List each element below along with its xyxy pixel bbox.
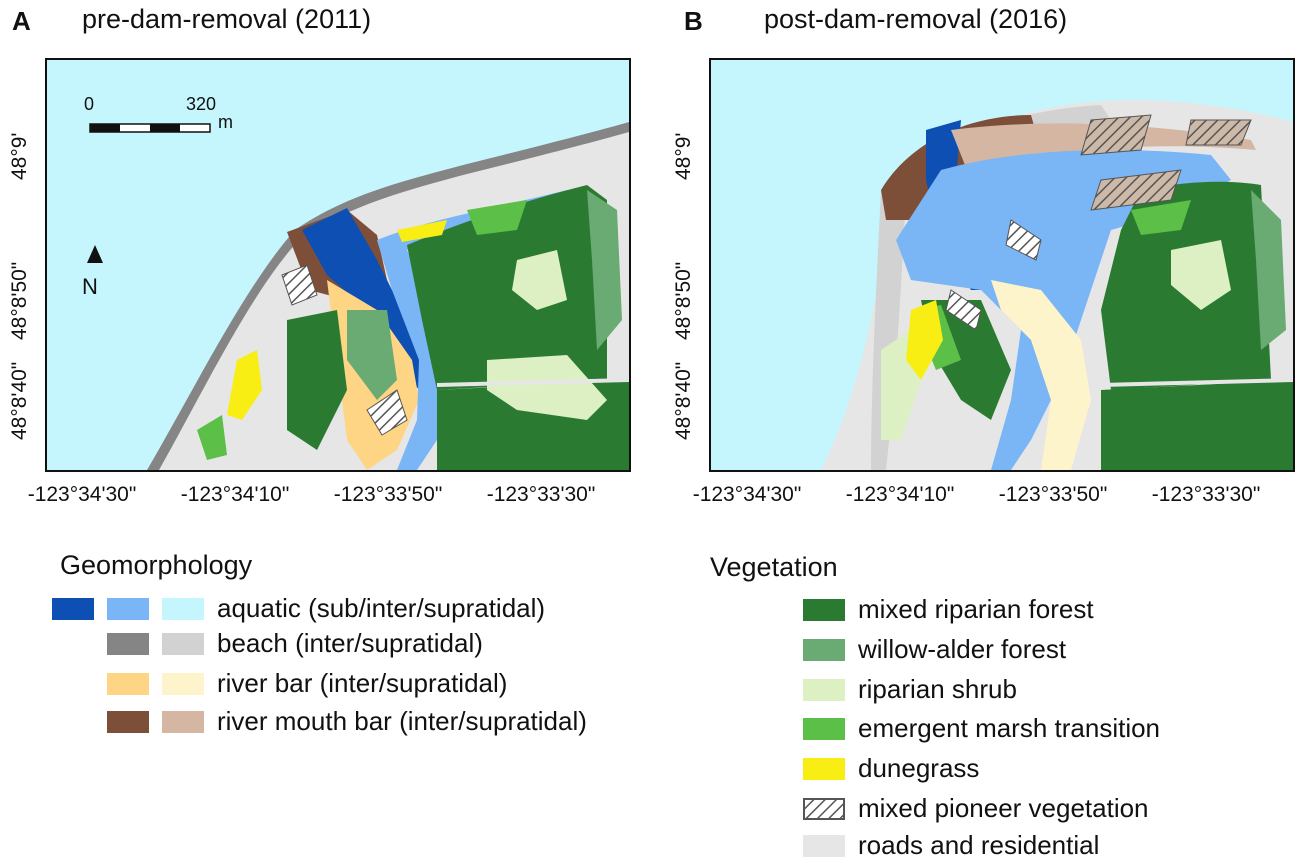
legend-swatch	[162, 597, 204, 620]
legend-veg-row: emergent marsh transition	[803, 713, 1160, 744]
map-a-xtick: -123°33'30"	[486, 483, 596, 506]
panel-a-letter: A	[12, 6, 31, 36]
legend-label: aquatic (sub/inter/supratidal)	[217, 593, 546, 623]
map-b-xtick: -123°34'10"	[845, 483, 955, 506]
north-label: N	[82, 274, 98, 299]
legend-swatch	[803, 598, 845, 621]
scale-start-label: 0	[84, 94, 95, 114]
legend-veg-row: roads and residential	[803, 830, 1099, 861]
panel-a-title: pre-dam-removal (2011)	[82, 4, 372, 34]
legend-label: emergent marsh transition	[858, 713, 1161, 743]
map-b-xtick: -123°33'50"	[998, 483, 1108, 506]
map-a-xtick: -123°34'10"	[180, 483, 290, 506]
legend-swatch	[803, 717, 845, 740]
legend-veg-row: mixed pioneer vegetation	[803, 793, 1149, 824]
legend-swatch	[162, 672, 204, 695]
panel-b-letter: B	[684, 6, 703, 36]
scale-unit-label: m	[218, 112, 233, 132]
legend-swatch	[162, 632, 204, 655]
legend-vegetation-title: Vegetation	[710, 552, 838, 582]
legend-veg-row: dunegrass	[803, 753, 979, 784]
map-post-dam-removal	[709, 58, 1295, 472]
map-b-xtick: -123°34'30"	[692, 483, 802, 506]
panel-b-title: post-dam-removal (2016)	[764, 4, 1068, 34]
legend-geomorphology-title: Geomorphology	[60, 550, 253, 580]
legend-swatch	[52, 597, 94, 620]
legend-swatch	[803, 638, 845, 661]
map-a-ytick: 48°8'40"	[8, 361, 31, 440]
map-pre-dam-removal	[45, 58, 631, 472]
legend-label: mixed pioneer vegetation	[858, 793, 1149, 823]
legend-veg-row: riparian shrub	[803, 674, 1017, 705]
map-b-ytick: 48°8'40"	[672, 361, 695, 440]
legend-swatch	[803, 678, 845, 701]
map-a-ytick: 48°9'	[8, 132, 31, 180]
legend-veg-row: willow-alder forest	[803, 634, 1066, 665]
legend-label: river bar (inter/supratidal)	[217, 668, 508, 698]
legend-swatch	[107, 672, 149, 695]
legend-geo-row-river-bar: river bar (inter/supratidal)	[107, 668, 507, 699]
legend-veg-row: mixed riparian forest	[803, 594, 1094, 625]
legend-geo-row-river-mouth-bar: river mouth bar (inter/supratidal)	[107, 706, 587, 737]
map-b-ytick: 48°8'50"	[672, 261, 695, 340]
hatch-swatch-icon	[803, 797, 845, 820]
scale-end-label: 320	[186, 94, 217, 114]
legend-label: beach (inter/supratidal)	[217, 628, 483, 658]
map-a-ytick: 48°8'50"	[8, 261, 31, 340]
legend-swatch	[803, 757, 845, 780]
legend-swatch	[107, 710, 149, 733]
legend-label: river mouth bar (inter/supratidal)	[217, 706, 587, 736]
legend-geo-row-aquatic: aquatic (sub/inter/supratidal)	[52, 593, 545, 624]
map-a-xtick: -123°33'50"	[333, 483, 443, 506]
legend-label: dunegrass	[858, 753, 980, 783]
map-b-ytick: 48°9'	[672, 132, 695, 180]
legend-swatch	[803, 834, 845, 857]
legend-label: willow-alder forest	[858, 634, 1067, 664]
legend-geo-row-beach: beach (inter/supratidal)	[107, 628, 483, 659]
legend-swatch	[107, 597, 149, 620]
legend-swatch	[107, 632, 149, 655]
legend-label: mixed riparian forest	[858, 594, 1094, 624]
legend-swatch	[162, 710, 204, 733]
legend-label: riparian shrub	[858, 674, 1017, 704]
legend-label: roads and residential	[858, 830, 1100, 860]
map-a-xtick: -123°34'30"	[27, 483, 137, 506]
map-b-xtick: -123°33'30"	[1151, 483, 1261, 506]
